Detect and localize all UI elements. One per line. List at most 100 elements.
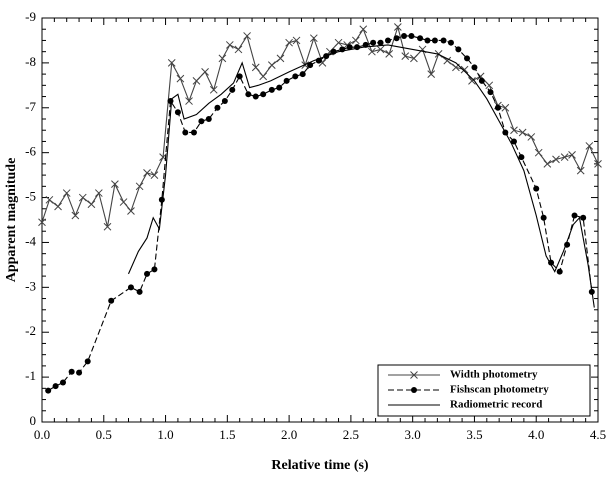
marker	[252, 93, 259, 100]
y-axis-title: Apparent magnitude	[4, 158, 19, 283]
marker-x	[225, 41, 234, 49]
marker	[283, 77, 290, 84]
marker	[309, 34, 318, 43]
marker	[443, 56, 452, 65]
marker	[460, 65, 469, 74]
marker	[393, 35, 400, 42]
marker	[182, 129, 189, 136]
marker	[205, 116, 212, 122]
marker	[471, 64, 478, 71]
marker	[167, 98, 174, 105]
marker	[151, 266, 158, 273]
marker	[285, 38, 293, 47]
legend-label: Width photometry	[450, 369, 538, 381]
marker-x	[127, 207, 135, 215]
marker	[299, 71, 306, 78]
y-tick-label: -1	[25, 368, 36, 383]
marker	[487, 89, 494, 96]
marker	[346, 44, 353, 51]
marker-x	[78, 193, 87, 202]
marker	[38, 218, 46, 227]
marker	[87, 200, 96, 209]
marker	[54, 202, 62, 211]
marker-x	[376, 45, 385, 54]
x-tick-label: 1.0	[157, 427, 173, 442]
marker	[594, 160, 602, 168]
marker-x	[485, 81, 494, 90]
plot-frame	[41, 17, 599, 423]
marker	[464, 55, 471, 62]
x-tick-label: 2.5	[343, 427, 359, 442]
y-tick-label: -6	[25, 144, 36, 159]
marker	[424, 37, 431, 44]
marker	[276, 84, 283, 91]
marker	[417, 35, 424, 42]
marker-x	[410, 371, 418, 379]
marker-x	[234, 45, 243, 54]
marker	[167, 59, 176, 67]
marker	[68, 368, 75, 375]
marker	[401, 32, 408, 39]
marker-x	[401, 52, 410, 61]
marker	[292, 36, 301, 45]
marker	[393, 23, 402, 31]
x-tick-label: 4.5	[590, 427, 606, 442]
marker	[94, 189, 103, 197]
marker	[229, 86, 236, 93]
marker	[576, 166, 585, 175]
marker	[259, 72, 268, 81]
marker	[71, 211, 80, 220]
marker-x	[576, 166, 585, 175]
marker	[468, 76, 476, 85]
marker-x	[359, 25, 368, 34]
marker-x	[150, 171, 159, 179]
marker	[268, 86, 275, 93]
marker	[560, 153, 569, 162]
y-tick-label: -2	[25, 323, 36, 338]
marker	[540, 214, 547, 221]
marker-x	[243, 32, 251, 40]
marker	[144, 270, 151, 277]
series-line	[41, 24, 599, 227]
marker	[354, 44, 361, 51]
marker-x	[135, 182, 144, 191]
marker-x	[527, 133, 536, 141]
marker-x	[285, 38, 293, 47]
marker	[276, 54, 285, 63]
marker-x	[185, 97, 193, 105]
marker	[518, 128, 527, 137]
marker-x	[218, 54, 227, 63]
marker	[455, 46, 462, 53]
y-tick-label: -8	[25, 54, 36, 69]
marker-x	[568, 151, 576, 159]
marker	[334, 38, 343, 47]
y-tick-label: -9	[25, 9, 36, 24]
marker	[580, 214, 587, 221]
marker	[368, 47, 376, 56]
marker	[45, 195, 54, 204]
marker-x	[385, 50, 394, 58]
marker	[127, 207, 135, 215]
marker	[84, 358, 91, 365]
legend-label: Radiometric record	[450, 399, 542, 411]
marker	[234, 45, 243, 54]
x-axis-title: Relative time (s)	[271, 458, 369, 473]
marker	[103, 222, 112, 231]
marker	[245, 91, 252, 98]
marker	[478, 77, 485, 84]
marker	[136, 288, 143, 295]
marker-x	[38, 218, 46, 227]
marker-x	[176, 74, 185, 83]
marker	[52, 383, 59, 390]
marker	[534, 148, 543, 157]
marker-x	[334, 38, 343, 47]
y-tick-label: -5	[25, 189, 36, 204]
marker	[185, 97, 193, 105]
marker	[410, 54, 418, 63]
marker	[192, 76, 201, 85]
marker	[568, 151, 576, 159]
marker	[127, 284, 134, 291]
marker-x	[393, 23, 402, 31]
marker	[351, 36, 360, 45]
marker	[243, 32, 251, 40]
